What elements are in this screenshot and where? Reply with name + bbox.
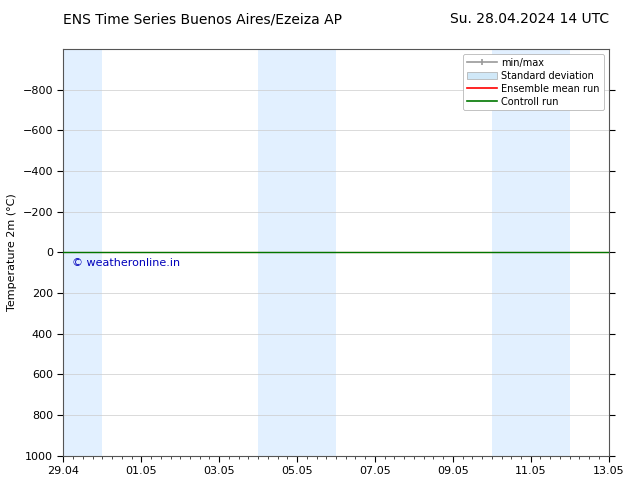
Bar (63, 49, 102, 456)
Bar (258, 49, 336, 456)
Y-axis label: Temperature 2m (°C): Temperature 2m (°C) (7, 194, 17, 311)
Text: © weatheronline.in: © weatheronline.in (72, 258, 179, 269)
Text: ENS Time Series Buenos Aires/Ezeiza AP: ENS Time Series Buenos Aires/Ezeiza AP (63, 12, 342, 26)
Text: Su. 28.04.2024 14 UTC: Su. 28.04.2024 14 UTC (450, 12, 609, 26)
Bar (492, 49, 570, 456)
Legend: min/max, Standard deviation, Ensemble mean run, Controll run: min/max, Standard deviation, Ensemble me… (463, 54, 604, 110)
